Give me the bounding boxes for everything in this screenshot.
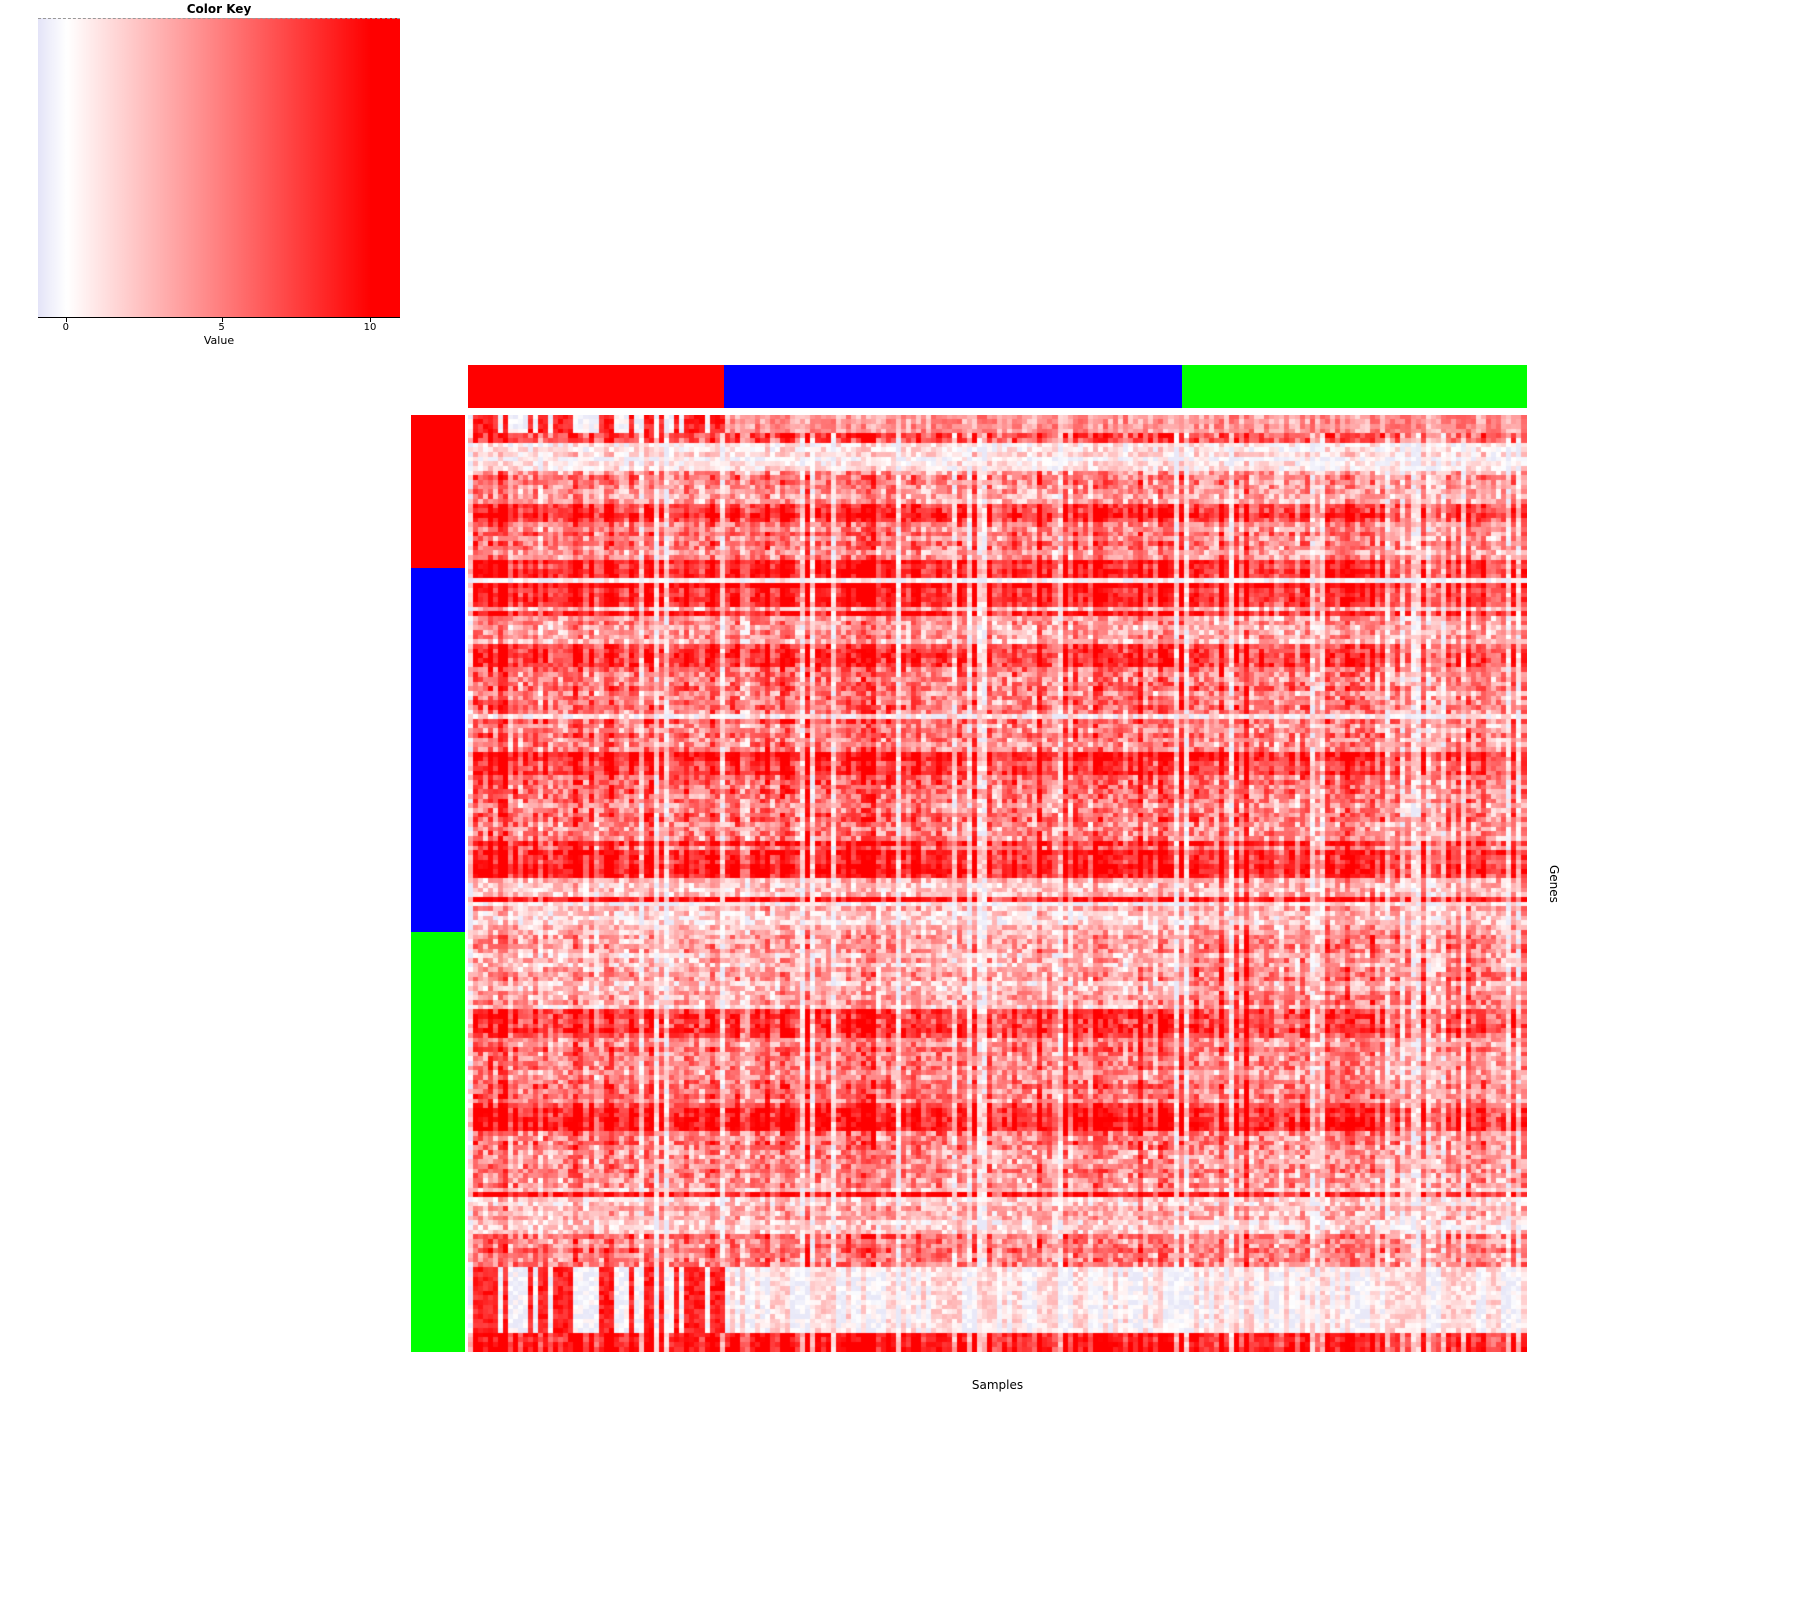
color-key-tick — [65, 318, 67, 322]
column-groups-bar — [468, 365, 1527, 408]
color-key-tick — [369, 318, 371, 322]
color-key-tick-label: 10 — [363, 322, 377, 333]
color-key: Color Key 0 5 10 Value — [38, 3, 400, 347]
color-key-gradient — [38, 18, 400, 318]
heatmap-canvas — [468, 415, 1527, 1352]
row-groups-bar — [411, 415, 465, 1353]
y-axis-label: Genes — [1547, 864, 1561, 903]
color-key-axis: 0 5 10 — [38, 318, 400, 334]
color-key-tick-label: 5 — [218, 322, 225, 333]
group-segment-1 — [411, 567, 465, 933]
x-axis-label: Samples — [971, 1378, 1024, 1392]
group-segment-2 — [411, 932, 465, 1353]
group-segment-0 — [468, 365, 725, 408]
color-key-title: Color Key — [186, 2, 252, 16]
group-segment-1 — [724, 365, 1182, 408]
group-segment-0 — [411, 415, 465, 568]
color-key-tick — [221, 318, 223, 322]
group-segment-2 — [1181, 365, 1527, 408]
color-key-tick-label: 0 — [62, 322, 70, 333]
color-key-axis-label: Value — [203, 334, 235, 347]
